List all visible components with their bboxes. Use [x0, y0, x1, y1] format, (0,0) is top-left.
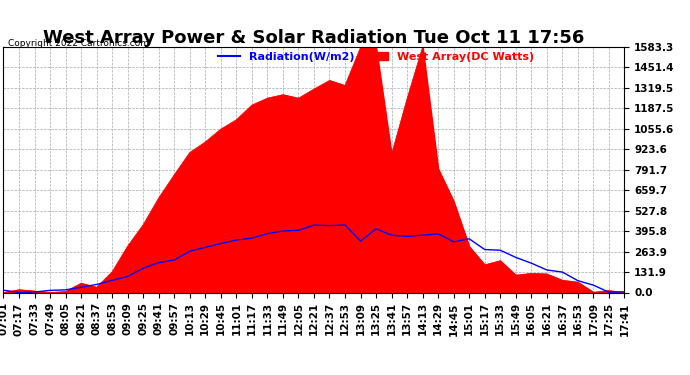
Title: West Array Power & Solar Radiation Tue Oct 11 17:56: West Array Power & Solar Radiation Tue O… — [43, 29, 584, 47]
Text: Copyright 2022 Cartronics.com: Copyright 2022 Cartronics.com — [8, 39, 149, 48]
Legend: Radiation(W/m2), West Array(DC Watts): Radiation(W/m2), West Array(DC Watts) — [214, 48, 538, 66]
